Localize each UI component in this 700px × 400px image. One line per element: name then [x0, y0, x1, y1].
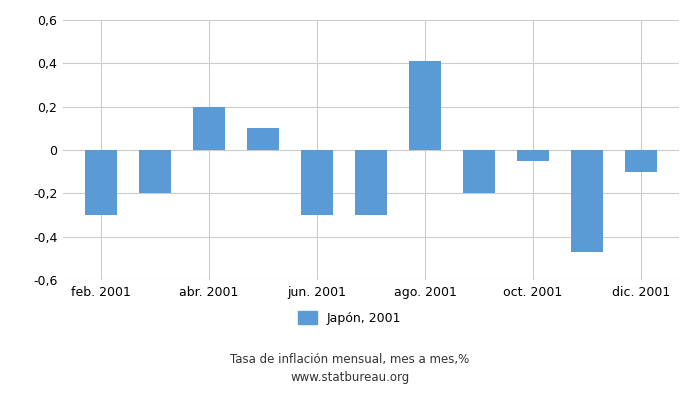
Bar — [139, 150, 171, 193]
Text: Tasa de inflación mensual, mes a mes,%
www.statbureau.org: Tasa de inflación mensual, mes a mes,% w… — [230, 353, 470, 384]
Bar — [571, 150, 603, 252]
Bar — [85, 150, 117, 215]
Bar — [246, 128, 279, 150]
Bar — [355, 150, 387, 215]
Bar — [463, 150, 496, 193]
Bar — [625, 150, 657, 172]
Bar — [301, 150, 333, 215]
Bar — [409, 61, 441, 150]
Legend: Japón, 2001: Japón, 2001 — [293, 306, 407, 330]
Bar — [193, 107, 225, 150]
Bar — [517, 150, 550, 161]
